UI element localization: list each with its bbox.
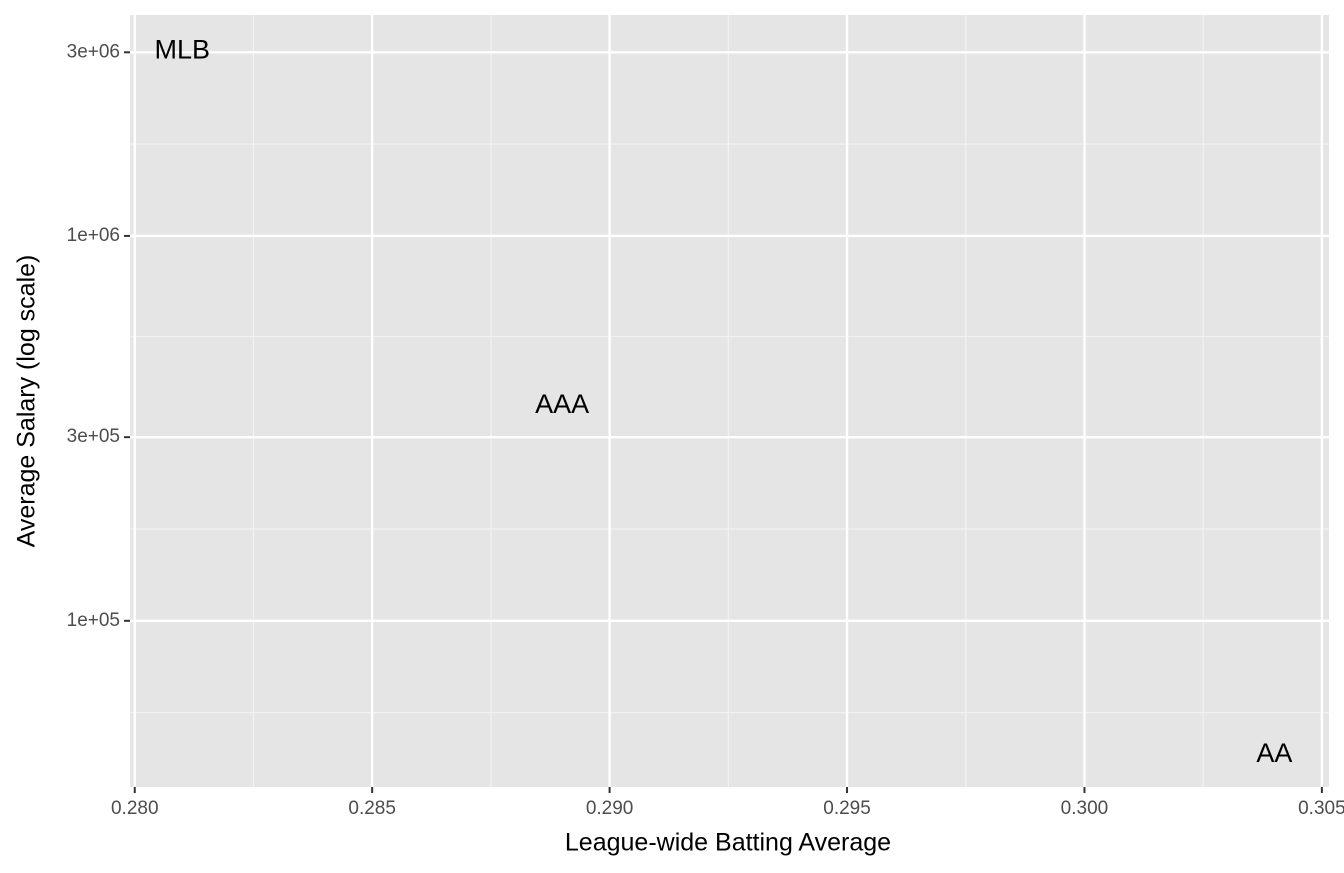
y-tick-label: 3e+05 [67, 426, 120, 447]
x-tick-label: 0.295 [823, 798, 871, 819]
y-tick-label: 1e+05 [67, 610, 120, 631]
x-tick-label: 0.285 [348, 798, 396, 819]
plot-panel [130, 15, 1329, 787]
point-label: AAA [535, 389, 589, 419]
point-label: MLB [154, 34, 210, 64]
x-tick-label: 0.280 [111, 798, 159, 819]
x-tick-label: 0.305 [1298, 798, 1344, 819]
x-tick-label: 0.290 [586, 798, 634, 819]
x-tick-label: 0.300 [1061, 798, 1109, 819]
y-tick-label: 3e+06 [67, 41, 120, 62]
y-axis-title: Average Salary (log scale) [13, 255, 41, 548]
point-label: AA [1256, 738, 1292, 768]
x-axis-title: League-wide Batting Average [565, 829, 891, 857]
y-tick-label: 1e+06 [67, 225, 120, 246]
